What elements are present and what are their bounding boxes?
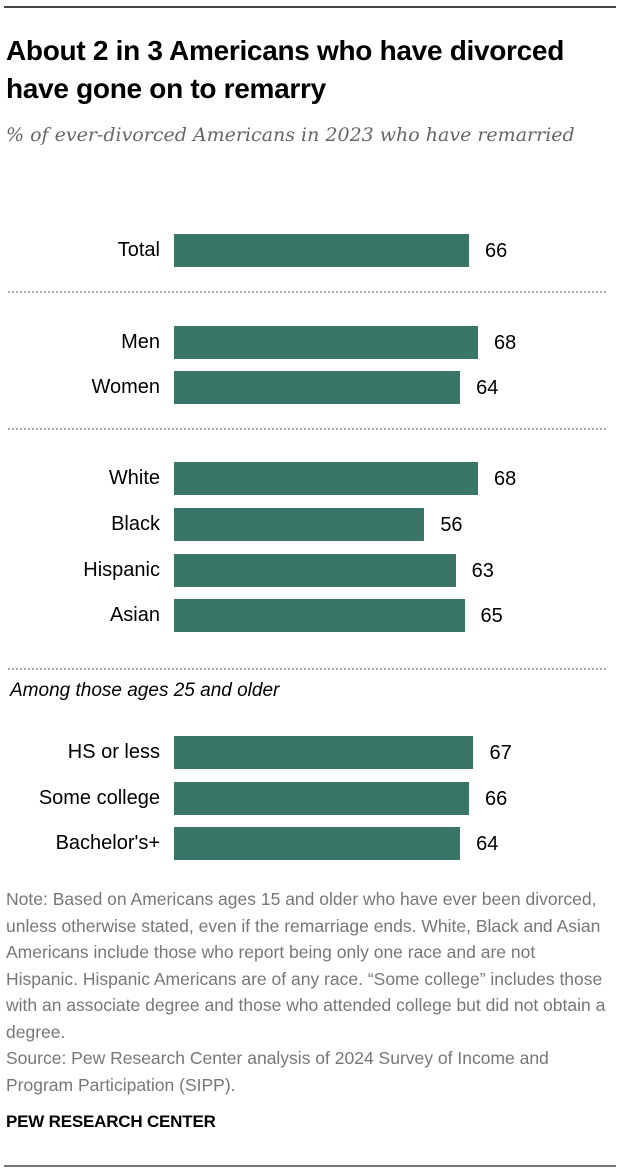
bar xyxy=(174,599,465,632)
category-label: Women xyxy=(91,376,160,398)
bar xyxy=(174,462,478,495)
category-label: Total xyxy=(117,239,160,261)
data-label: 63 xyxy=(471,560,494,582)
data-label: 64 xyxy=(476,377,499,399)
chart-title: About 2 in 3 Americans who have divorced… xyxy=(6,35,564,104)
category-label: White xyxy=(108,467,160,489)
bottom-rule xyxy=(4,1165,616,1167)
source-text: Source: Pew Research Center analysis of … xyxy=(6,1048,549,1095)
category-label: Asian xyxy=(109,604,160,626)
bar xyxy=(174,508,425,541)
category-label: Men xyxy=(121,331,160,353)
category-label: Black xyxy=(111,513,160,535)
category-label: HS or less xyxy=(67,741,160,763)
group-divider xyxy=(8,428,606,430)
bar xyxy=(174,326,478,359)
brand-logo-text: PEW RESEARCH CENTER xyxy=(6,1112,216,1131)
data-label: 66 xyxy=(485,788,508,810)
data-label: 65 xyxy=(480,605,503,627)
bar xyxy=(174,371,461,404)
bar xyxy=(174,736,474,769)
data-label: 68 xyxy=(493,468,517,490)
category-label: Some college xyxy=(38,787,160,809)
data-label: 67 xyxy=(489,742,512,764)
bar xyxy=(174,782,470,815)
data-label: 66 xyxy=(485,240,508,262)
category-label: Bachelor's+ xyxy=(55,832,160,854)
bar xyxy=(174,827,461,860)
top-rule xyxy=(4,6,616,8)
data-label: 56 xyxy=(440,514,463,536)
group-divider xyxy=(8,291,606,293)
group-heading: Among those ages 25 and older xyxy=(10,680,280,701)
bar xyxy=(174,234,470,267)
bar xyxy=(174,554,456,587)
chart-subtitle: % of ever-divorced Americans in 2023 who… xyxy=(6,124,575,146)
note-text: Note: Based on Americans ages 15 and old… xyxy=(6,889,606,1042)
data-label: 68 xyxy=(493,332,517,354)
category-label: Hispanic xyxy=(83,559,160,581)
footnote: Note: Based on Americans ages 15 and old… xyxy=(6,886,612,1098)
group-divider xyxy=(8,668,606,670)
data-label: 64 xyxy=(476,833,499,855)
